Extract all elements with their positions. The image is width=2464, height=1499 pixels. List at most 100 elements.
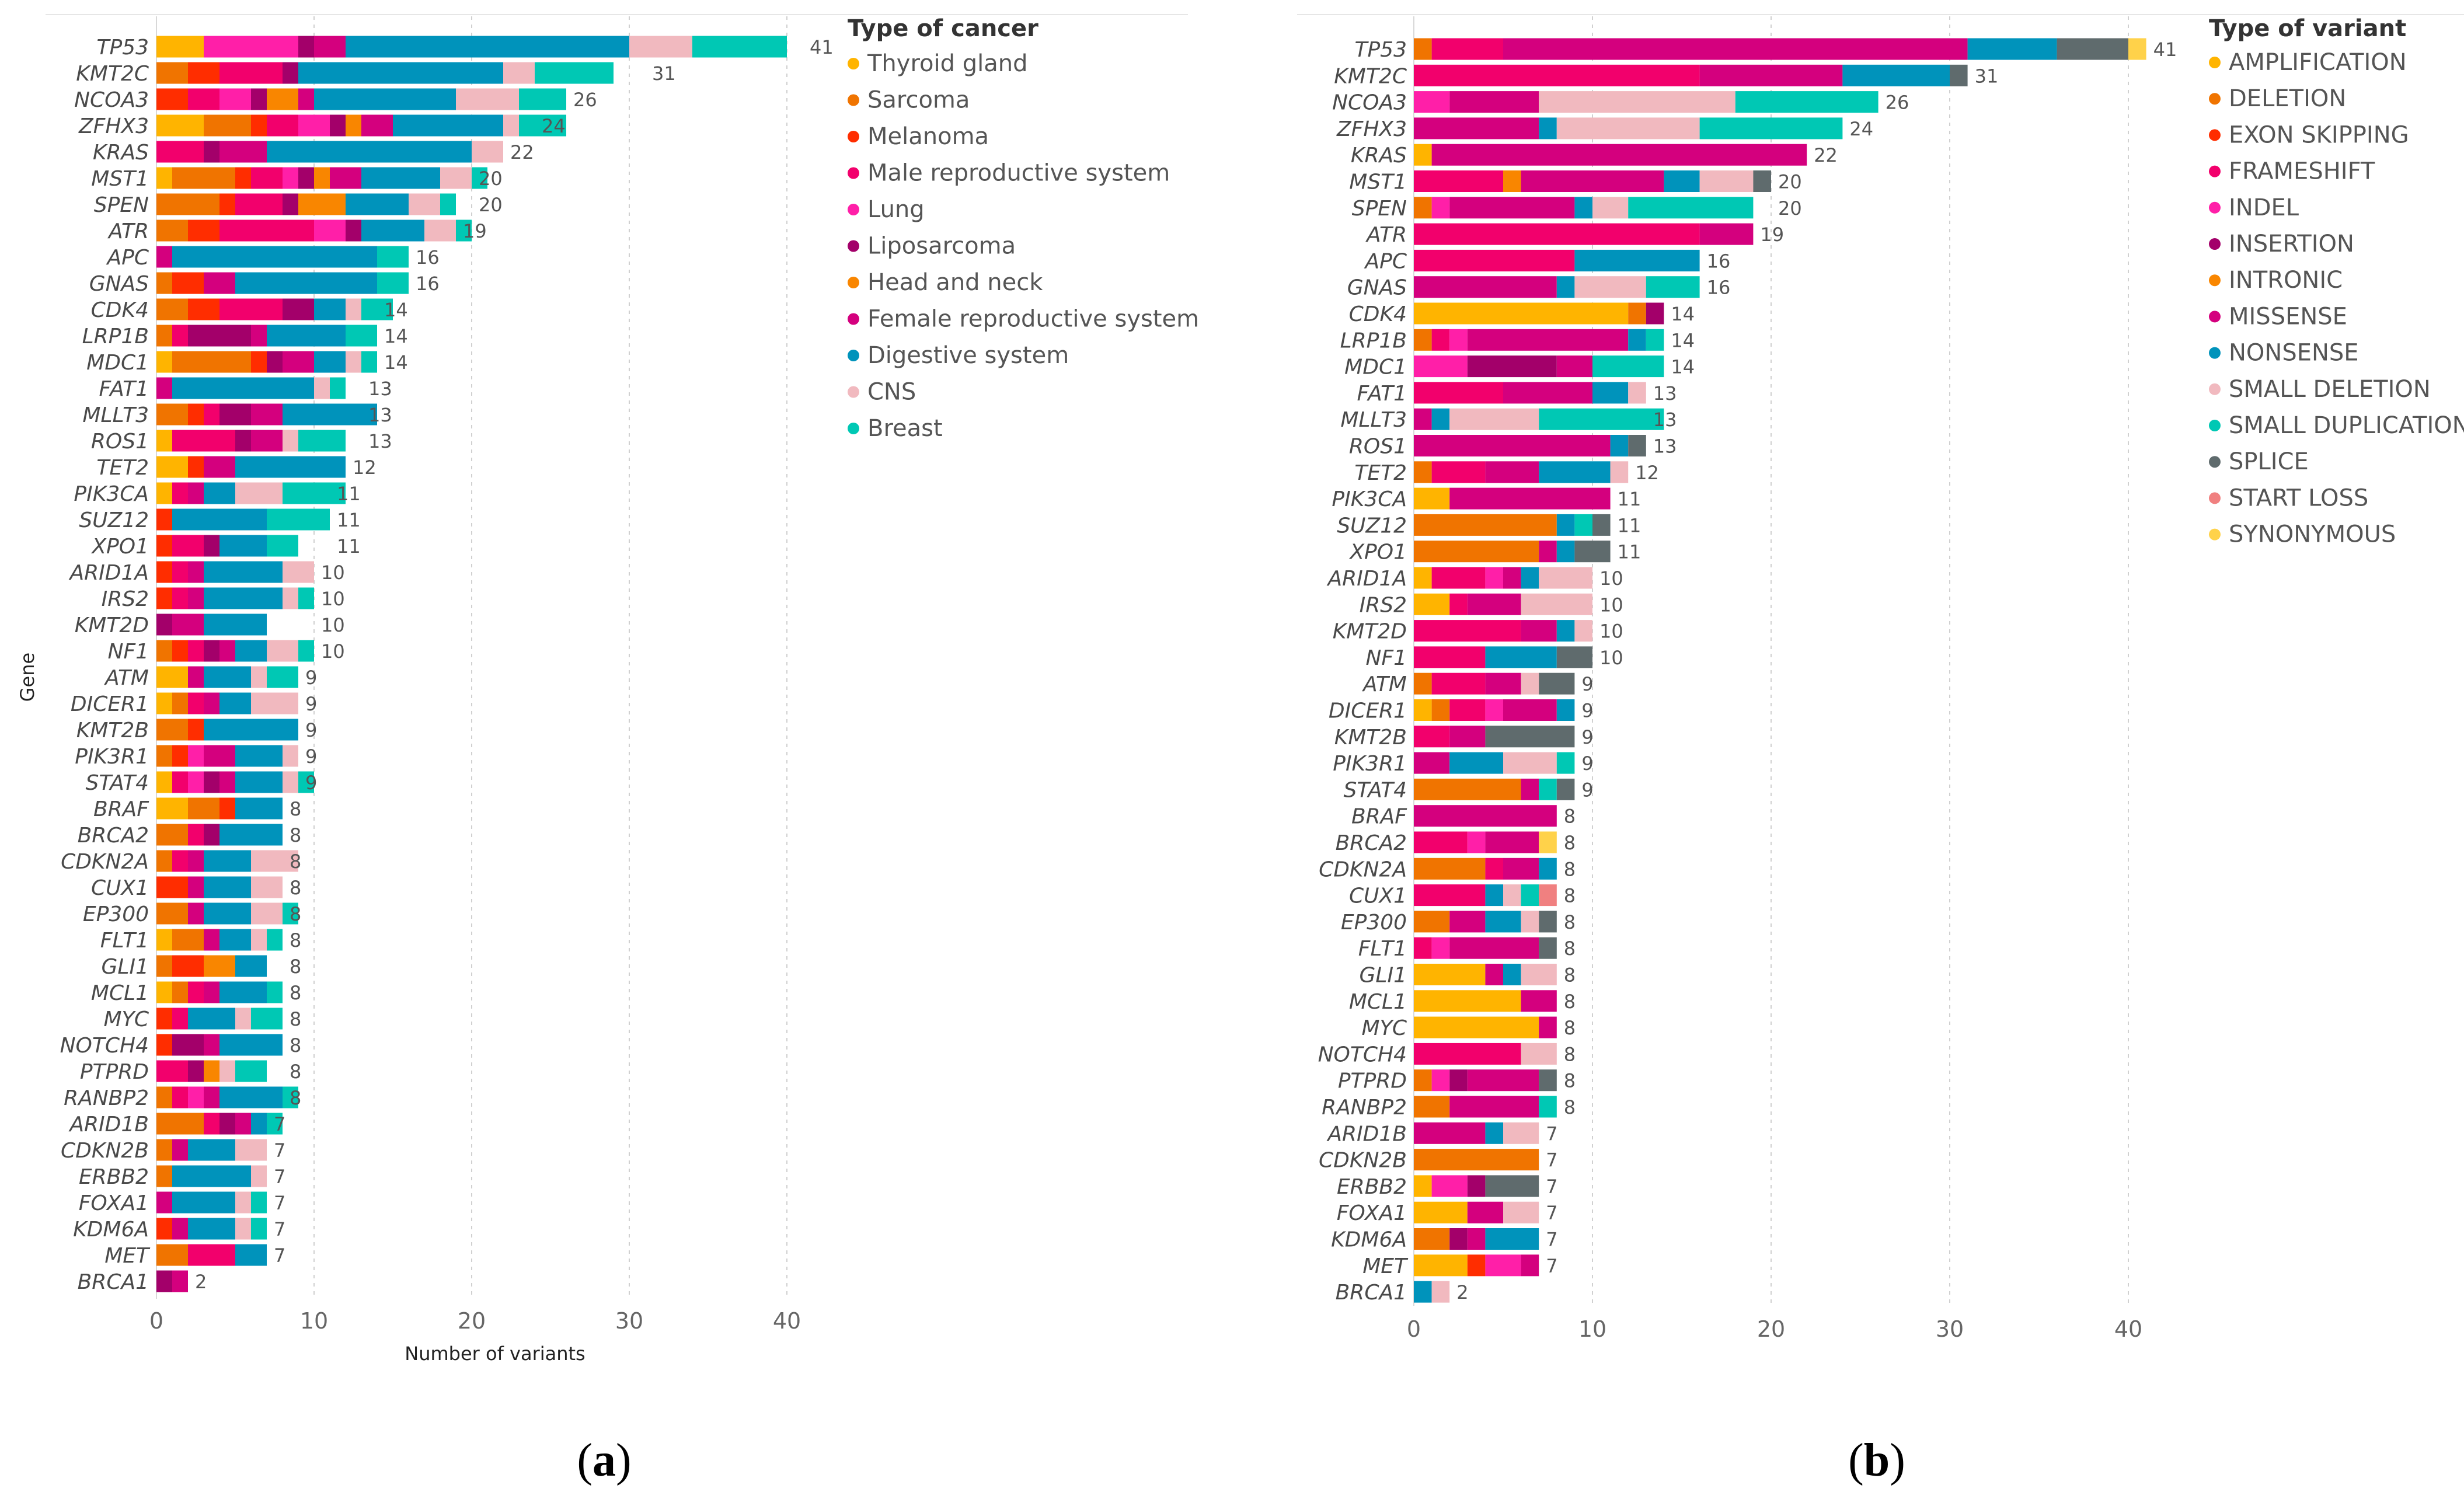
- chart1-bar-segment-digestive-system[interactable]: [204, 876, 251, 898]
- chart2-bar-segment-nonsense[interactable]: [1449, 752, 1503, 774]
- chart2-bar-segment-nonsense[interactable]: [1574, 197, 1592, 219]
- chart1-bar-segment-cns[interactable]: [409, 193, 440, 215]
- chart2-bar-segment-insertion[interactable]: [1467, 1175, 1486, 1197]
- chart1-bar-segment-melanoma[interactable]: [188, 62, 219, 84]
- chart1-bar-segment-female-reproductive-system[interactable]: [204, 1086, 219, 1108]
- chart2-bar-segment-nonsense[interactable]: [1610, 435, 1629, 456]
- chart2-bar-segment-nonsense[interactable]: [1556, 276, 1575, 298]
- chart1-bar-segment-digestive-system[interactable]: [204, 613, 267, 636]
- chart2-bar-segment-splice[interactable]: [1485, 1175, 1539, 1197]
- chart2-bar-segment-small-duplication[interactable]: [1539, 1096, 1557, 1118]
- chart2-bar-segment-frameshift[interactable]: [1431, 329, 1450, 351]
- chart2-bar-segment-frameshift[interactable]: [1414, 620, 1521, 642]
- chart2-bar-segment-synonymous[interactable]: [1539, 831, 1557, 853]
- chart1-bar-segment-thyroid-gland[interactable]: [156, 981, 172, 1003]
- chart1-bar-segment-liposarcoma[interactable]: [283, 298, 314, 320]
- chart1-bar-segment-digestive-system[interactable]: [204, 850, 251, 872]
- chart1-bar-segment-breast[interactable]: [267, 535, 298, 557]
- chart2-bar-segment-missense[interactable]: [1449, 937, 1539, 959]
- chart1-bar-segment-breast[interactable]: [267, 666, 298, 688]
- chart1-bar-segment-lung[interactable]: [219, 88, 251, 110]
- chart1-bar-segment-female-reproductive-system[interactable]: [251, 430, 283, 452]
- chart1-bar-segment-liposarcoma[interactable]: [219, 1113, 235, 1135]
- chart1-bar-segment-male-reproductive-system[interactable]: [267, 114, 298, 137]
- chart2-bar-segment-splice[interactable]: [1539, 911, 1557, 933]
- chart1-bar-segment-head-and-neck[interactable]: [267, 88, 298, 110]
- chart2-bar-segment-intronic[interactable]: [1503, 170, 1521, 192]
- chart1-legend-item[interactable]: Liposarcoma: [848, 233, 1016, 260]
- chart1-bar-segment-digestive-system[interactable]: [219, 1034, 283, 1056]
- chart1-bar-segment-melanoma[interactable]: [156, 1034, 172, 1056]
- chart2-bar-segment-missense[interactable]: [1449, 197, 1575, 219]
- chart2-bar-segment-nonsense[interactable]: [1539, 461, 1611, 483]
- chart1-bar-segment-female-reproductive-system[interactable]: [204, 745, 235, 767]
- chart1-bar-segment-digestive-system[interactable]: [219, 981, 267, 1003]
- chart1-bar-segment-sarcoma[interactable]: [172, 167, 235, 189]
- chart2-bar-segment-small-duplication[interactable]: [1646, 276, 1700, 298]
- chart2-legend-item[interactable]: FRAMESHIFT: [2209, 158, 2375, 185]
- chart1-bar-segment-head-and-neck[interactable]: [204, 1060, 219, 1082]
- chart1-bar-segment-lung[interactable]: [314, 219, 346, 242]
- chart2-bar-segment-nonsense[interactable]: [1485, 911, 1521, 933]
- chart2-bar-segment-small-deletion[interactable]: [1521, 964, 1557, 985]
- chart2-bar-segment-amplification[interactable]: [1414, 964, 1486, 985]
- chart2-bar-segment-nonsense[interactable]: [1539, 857, 1557, 880]
- chart2-bar-segment-indel[interactable]: [1485, 699, 1503, 721]
- chart1-bar-segment-digestive-system[interactable]: [235, 456, 346, 478]
- chart2-bar-segment-small-deletion[interactable]: [1699, 170, 1754, 192]
- chart2-bar-segment-frameshift[interactable]: [1431, 567, 1486, 589]
- chart1-bar-segment-cns[interactable]: [346, 351, 361, 373]
- chart1-bar-segment-male-reproductive-system[interactable]: [172, 1086, 188, 1108]
- chart2-bar-segment-deletion[interactable]: [1628, 302, 1646, 325]
- chart1-bar-segment-thyroid-gland[interactable]: [156, 456, 188, 478]
- chart1-bar-segment-breast[interactable]: [298, 771, 314, 793]
- chart1-bar-segment-breast[interactable]: [535, 62, 614, 84]
- chart1-bar-segment-sarcoma[interactable]: [156, 219, 188, 242]
- chart1-bar-segment-digestive-system[interactable]: [219, 692, 251, 714]
- chart2-bar-segment-missense[interactable]: [1503, 567, 1521, 589]
- chart2-bar-segment-frameshift[interactable]: [1414, 170, 1503, 192]
- chart2-bar-segment-missense[interactable]: [1503, 857, 1539, 880]
- chart1-bar-segment-male-reproductive-system[interactable]: [188, 981, 204, 1003]
- chart1-bar-segment-female-reproductive-system[interactable]: [188, 561, 204, 583]
- chart1-bar-segment-digestive-system[interactable]: [267, 141, 472, 163]
- chart1-bar-segment-female-reproductive-system[interactable]: [172, 1218, 188, 1240]
- chart2-bar-segment-amplification[interactable]: [1414, 699, 1432, 721]
- chart2-bar-segment-synonymous[interactable]: [2128, 38, 2146, 60]
- chart1-bar-segment-digestive-system[interactable]: [204, 587, 283, 609]
- chart1-bar-segment-digestive-system[interactable]: [172, 377, 314, 399]
- chart1-bar-segment-thyroid-gland[interactable]: [156, 36, 204, 58]
- chart1-legend-item[interactable]: Sarcoma: [848, 87, 970, 114]
- chart2-bar-segment-indel[interactable]: [1431, 937, 1450, 959]
- chart1-bar-segment-sarcoma[interactable]: [156, 745, 172, 767]
- chart1-bar-segment-melanoma[interactable]: [156, 1218, 172, 1240]
- chart1-bar-segment-digestive-system[interactable]: [235, 272, 377, 294]
- chart2-bar-segment-small-deletion[interactable]: [1503, 1122, 1539, 1144]
- chart1-bar-segment-male-reproductive-system[interactable]: [172, 561, 188, 583]
- chart2-bar-segment-nonsense[interactable]: [1664, 170, 1700, 192]
- chart2-bar-segment-frameshift[interactable]: [1485, 857, 1503, 880]
- chart1-bar-segment-thyroid-gland[interactable]: [156, 666, 188, 688]
- chart1-bar-segment-breast[interactable]: [251, 1191, 267, 1214]
- chart2-bar-segment-amplification[interactable]: [1414, 487, 1450, 510]
- chart1-bar-segment-liposarcoma[interactable]: [204, 824, 219, 846]
- chart2-bar-segment-deletion[interactable]: [1414, 1096, 1450, 1118]
- chart1-bar-segment-female-reproductive-system[interactable]: [188, 876, 204, 898]
- chart1-bar-segment-lung[interactable]: [188, 771, 204, 793]
- chart1-bar-segment-breast[interactable]: [472, 167, 487, 189]
- chart1-bar-segment-thyroid-gland[interactable]: [156, 797, 188, 820]
- chart1-bar-segment-liposarcoma[interactable]: [283, 62, 298, 84]
- chart2-bar-segment-deletion[interactable]: [1414, 857, 1486, 880]
- chart2-bar-segment-amplification[interactable]: [1414, 302, 1629, 325]
- chart1-bar-segment-thyroid-gland[interactable]: [156, 692, 172, 714]
- chart1-bar-segment-cns[interactable]: [472, 141, 503, 163]
- chart2-bar-segment-deletion[interactable]: [1431, 699, 1450, 721]
- chart1-bar-segment-cns[interactable]: [235, 1008, 251, 1030]
- chart1-bar-segment-male-reproductive-system[interactable]: [172, 1008, 188, 1030]
- chart1-bar-segment-male-reproductive-system[interactable]: [204, 403, 219, 426]
- chart2-legend-item[interactable]: INTRONIC: [2209, 267, 2343, 294]
- chart2-bar-segment-amplification[interactable]: [1414, 990, 1521, 1012]
- chart2-bar-segment-indel[interactable]: [1485, 567, 1503, 589]
- chart2-bar-segment-small-duplication[interactable]: [1556, 752, 1575, 774]
- chart1-bar-segment-male-reproductive-system[interactable]: [219, 298, 283, 320]
